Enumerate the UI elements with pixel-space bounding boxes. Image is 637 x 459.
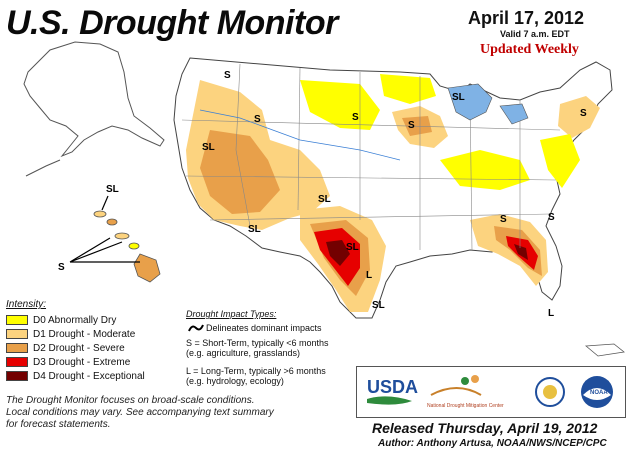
impact-types-title: Drought Impact Types: <box>186 309 277 319</box>
impact-long-term: L = Long-Term, typically >6 months <box>186 366 326 376</box>
map-title: U.S. Drought Monitor <box>6 4 338 42</box>
alaska-region <box>23 41 165 177</box>
legend-item-d0: D0 Abnormally Dry <box>6 314 116 326</box>
map-label-sl-texas: SL <box>346 242 359 253</box>
noaa-bird-icon <box>583 388 611 400</box>
d4-texas <box>326 240 350 266</box>
legend-item-d1: D1 Drought - Moderate <box>6 328 135 340</box>
map-label-s-hawaii: S <box>58 262 65 273</box>
footnote-line-2: Local conditions may vary. See accompany… <box>6 407 274 418</box>
usda-logo[interactable]: USDA <box>367 377 418 405</box>
legend-item-d4: D4 Drought - Exceptional <box>6 370 145 382</box>
puerto-rico-region <box>584 343 625 357</box>
usda-text: USDA <box>367 377 418 397</box>
map-date: April 17, 2012 <box>468 8 585 28</box>
legend-label-d0: D0 Abnormally Dry <box>33 314 117 326</box>
legend-swatch-d3 <box>6 357 28 367</box>
great-lakes <box>447 83 529 125</box>
legend-swatch-d1 <box>6 329 28 339</box>
legend-swatch-d4 <box>6 371 28 381</box>
map-label-s-carolina: S <box>548 212 555 223</box>
map-label-sl-coast: SL <box>372 300 385 311</box>
impact-line-icon <box>188 324 204 332</box>
map-label-s-tennessee: S <box>500 214 507 225</box>
map-label-s-great-basin: S <box>254 114 261 125</box>
logo-panel: USDA National Drought Mitigation Center … <box>356 366 626 418</box>
footnote-line-3: for forecast statements. <box>6 419 111 430</box>
valid-time: Valid 7 a.m. EDT <box>500 29 570 39</box>
impact-short-term: S = Short-Term, typically <6 months <box>186 338 329 348</box>
river-lines <box>199 109 401 161</box>
ndmc-text: National Drought Mitigation Center <box>427 403 504 409</box>
ndmc-tree-icon-2 <box>471 375 479 383</box>
legend-label-d1: D1 Drought - Moderate <box>33 328 136 340</box>
usda-swoosh-icon <box>367 396 412 405</box>
d4-georgia <box>514 244 528 260</box>
footnote-line-1: The Drought Monitor focuses on broad-sca… <box>6 395 255 406</box>
map-label-l-florida: L <box>548 308 554 319</box>
map-label-sl-southwest: SL <box>248 224 261 235</box>
map-label-s-iowa: S <box>408 120 415 131</box>
ndmc-tree-icon <box>461 377 469 385</box>
logo-strip: USDA National Drought Mitigation Center … <box>367 375 613 409</box>
d1-northeast <box>558 96 600 138</box>
doc-seal-logo[interactable] <box>535 377 565 407</box>
legend-item-d3: D3 Drought - Extreme <box>6 356 130 368</box>
doc-seal-center-icon <box>543 385 557 399</box>
legend-swatch-d2 <box>6 343 28 353</box>
hawaii-region <box>69 195 161 283</box>
released-date: Released Thursday, April 19, 2012 <box>372 420 598 436</box>
d0-east <box>540 134 580 188</box>
impact-long-term-example: (e.g. hydrology, ecology) <box>186 376 284 386</box>
legend-swatch-d0 <box>6 315 28 325</box>
state-boundaries <box>181 63 561 251</box>
legend-title: Intensity: <box>6 299 47 310</box>
d0-north-plains <box>380 74 436 104</box>
noaa-logo[interactable]: NOAA <box>581 376 613 408</box>
ndmc-logo[interactable]: National Drought Mitigation Center <box>427 375 504 409</box>
map-label-s-northeast: S <box>580 108 587 119</box>
legend-item-d2: D2 Drought - Severe <box>6 342 125 354</box>
updated-weekly-label: Updated Weekly <box>480 42 579 57</box>
legend-label-d3: D3 Drought - Extreme <box>33 356 131 368</box>
noaa-text: NOAA <box>590 390 608 396</box>
legend-label-d4: D4 Drought - Exceptional <box>33 370 145 382</box>
map-label-sl-hawaii: SL <box>106 184 119 195</box>
map-label-l-texas: L <box>366 270 372 281</box>
impact-delineates: Delineates dominant impacts <box>206 323 322 333</box>
d0-midwest <box>440 150 530 190</box>
map-label-sl-west: SL <box>202 142 215 153</box>
legend-label-d2: D2 Drought - Severe <box>33 342 125 354</box>
map-label-s-plains: S <box>352 112 359 123</box>
ndmc-arc-icon <box>430 387 482 396</box>
impact-short-term-example: (e.g. agriculture, grasslands) <box>186 348 301 358</box>
footnote: The Drought Monitor focuses on broad-sca… <box>6 395 274 431</box>
map-label-s-west: S <box>224 70 231 81</box>
map-label-sl-michigan: SL <box>452 92 465 103</box>
map-label-sl-panhandle: SL <box>318 194 331 205</box>
author-credit: Author: Anthony Artusa, NOAA/NWS/NCEP/CP… <box>378 438 607 449</box>
